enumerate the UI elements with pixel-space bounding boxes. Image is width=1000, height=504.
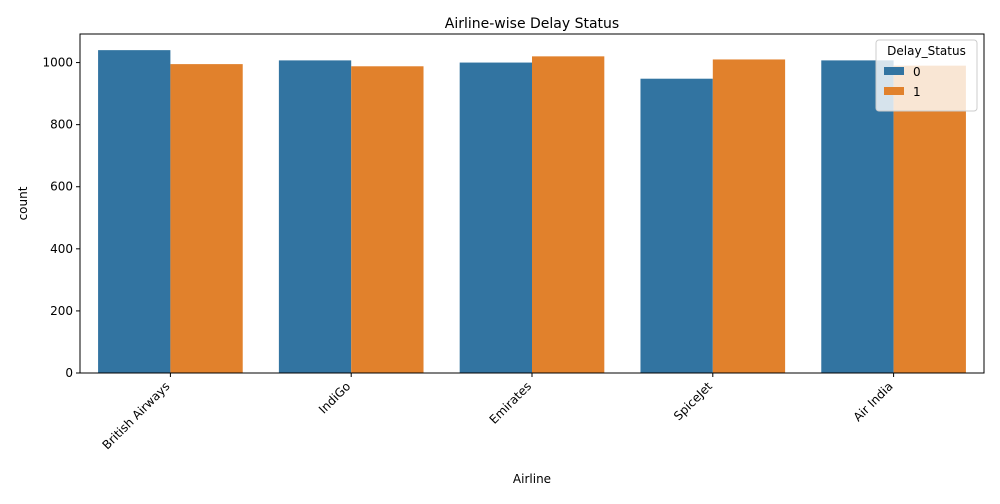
x-axis-ticks: British Airways IndiGo Emirates SpiceJet Air…	[100, 373, 896, 452]
legend-swatch-0	[884, 67, 904, 75]
x-tick-label: British Airways	[100, 379, 173, 452]
legend-label-0: 0	[913, 65, 921, 79]
x-tick-label: Air India	[851, 379, 896, 424]
y-tick-label: 1000	[42, 56, 73, 70]
bar-indigo-status-0	[278, 60, 352, 374]
bar-air-india-status-1	[893, 65, 966, 374]
y-tick-label: 0	[65, 366, 73, 380]
legend-label-1: 1	[913, 85, 921, 99]
bar-air-india-status-0	[821, 60, 894, 374]
x-tick-label: SpiceJet	[671, 379, 715, 423]
y-tick-label: 600	[50, 180, 73, 194]
bar-emirates-status-0	[459, 62, 532, 374]
bars-group	[98, 50, 966, 374]
y-tick-label: 200	[50, 304, 73, 318]
chart-title: Airline-wise Delay Status	[445, 16, 619, 32]
y-axis-label: count	[16, 186, 30, 220]
bar-spicejet-status-1	[712, 59, 786, 373]
bar-spicejet-status-0	[640, 78, 713, 373]
legend-swatch-1	[884, 87, 904, 95]
bar-british-airways-status-1	[170, 64, 243, 373]
y-tick-label: 400	[50, 242, 73, 256]
y-axis-ticks: 0 200 400 600 800 1000	[42, 56, 80, 380]
bar-british-airways-status-0	[98, 50, 171, 374]
x-tick-label: Emirates	[487, 379, 535, 427]
bar-emirates-status-1	[532, 56, 605, 373]
legend-title: Delay_Status	[887, 44, 966, 58]
y-tick-label: 800	[50, 118, 73, 132]
plot-frame	[79, 33, 985, 374]
x-axis-label: Airline	[513, 472, 551, 486]
x-tick-label: IndiGo	[316, 379, 353, 416]
bar-indigo-status-1	[351, 66, 424, 374]
legend: Delay_Status 0 1	[875, 39, 978, 112]
